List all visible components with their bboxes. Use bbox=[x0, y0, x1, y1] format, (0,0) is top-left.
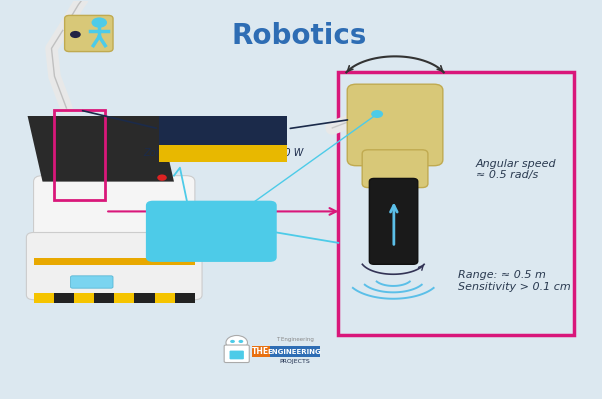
Circle shape bbox=[230, 340, 235, 343]
Text: Range: ≈ 0.5 m
Sensitivity > 0.1 cm: Range: ≈ 0.5 m Sensitivity > 0.1 cm bbox=[458, 270, 571, 292]
FancyBboxPatch shape bbox=[64, 16, 113, 51]
Bar bbox=[134, 293, 155, 303]
Circle shape bbox=[70, 31, 81, 38]
FancyBboxPatch shape bbox=[270, 346, 320, 358]
FancyBboxPatch shape bbox=[34, 176, 195, 245]
FancyBboxPatch shape bbox=[70, 276, 113, 288]
Bar bbox=[34, 293, 54, 303]
Text: Precision motors: Precision motors bbox=[164, 126, 282, 138]
FancyBboxPatch shape bbox=[146, 201, 277, 262]
Bar bbox=[74, 293, 94, 303]
Text: ENGINEERING: ENGINEERING bbox=[268, 349, 321, 355]
FancyBboxPatch shape bbox=[26, 233, 202, 300]
FancyBboxPatch shape bbox=[229, 351, 244, 359]
Circle shape bbox=[371, 110, 383, 118]
FancyBboxPatch shape bbox=[252, 346, 270, 358]
FancyBboxPatch shape bbox=[370, 178, 418, 264]
Text: Angular speed
≈ 0.5 rad/s: Angular speed ≈ 0.5 rad/s bbox=[476, 159, 556, 180]
Bar bbox=[114, 293, 134, 303]
Bar bbox=[155, 293, 175, 303]
FancyBboxPatch shape bbox=[159, 116, 288, 162]
FancyBboxPatch shape bbox=[362, 150, 428, 188]
FancyBboxPatch shape bbox=[347, 84, 443, 166]
FancyBboxPatch shape bbox=[338, 72, 574, 335]
Polygon shape bbox=[28, 116, 174, 182]
Circle shape bbox=[238, 340, 243, 343]
Circle shape bbox=[157, 174, 167, 181]
Bar bbox=[34, 258, 195, 265]
Text: T Engineering: T Engineering bbox=[276, 338, 314, 342]
Circle shape bbox=[226, 336, 247, 350]
Bar bbox=[94, 293, 114, 303]
Text: PROJECTS: PROJECTS bbox=[279, 359, 310, 364]
Text: THE: THE bbox=[252, 347, 269, 356]
Circle shape bbox=[92, 18, 107, 28]
FancyBboxPatch shape bbox=[224, 345, 249, 363]
Bar bbox=[54, 293, 74, 303]
Bar bbox=[175, 293, 195, 303]
Text: Zone 4:  dual motor up to 150 W: Zone 4: dual motor up to 150 W bbox=[143, 148, 303, 158]
Text: Motion MEMS,ToF
& current sensing
sensors: Motion MEMS,ToF & current sensing sensor… bbox=[152, 210, 271, 253]
Text: Robotics: Robotics bbox=[232, 22, 367, 51]
FancyBboxPatch shape bbox=[159, 145, 288, 162]
